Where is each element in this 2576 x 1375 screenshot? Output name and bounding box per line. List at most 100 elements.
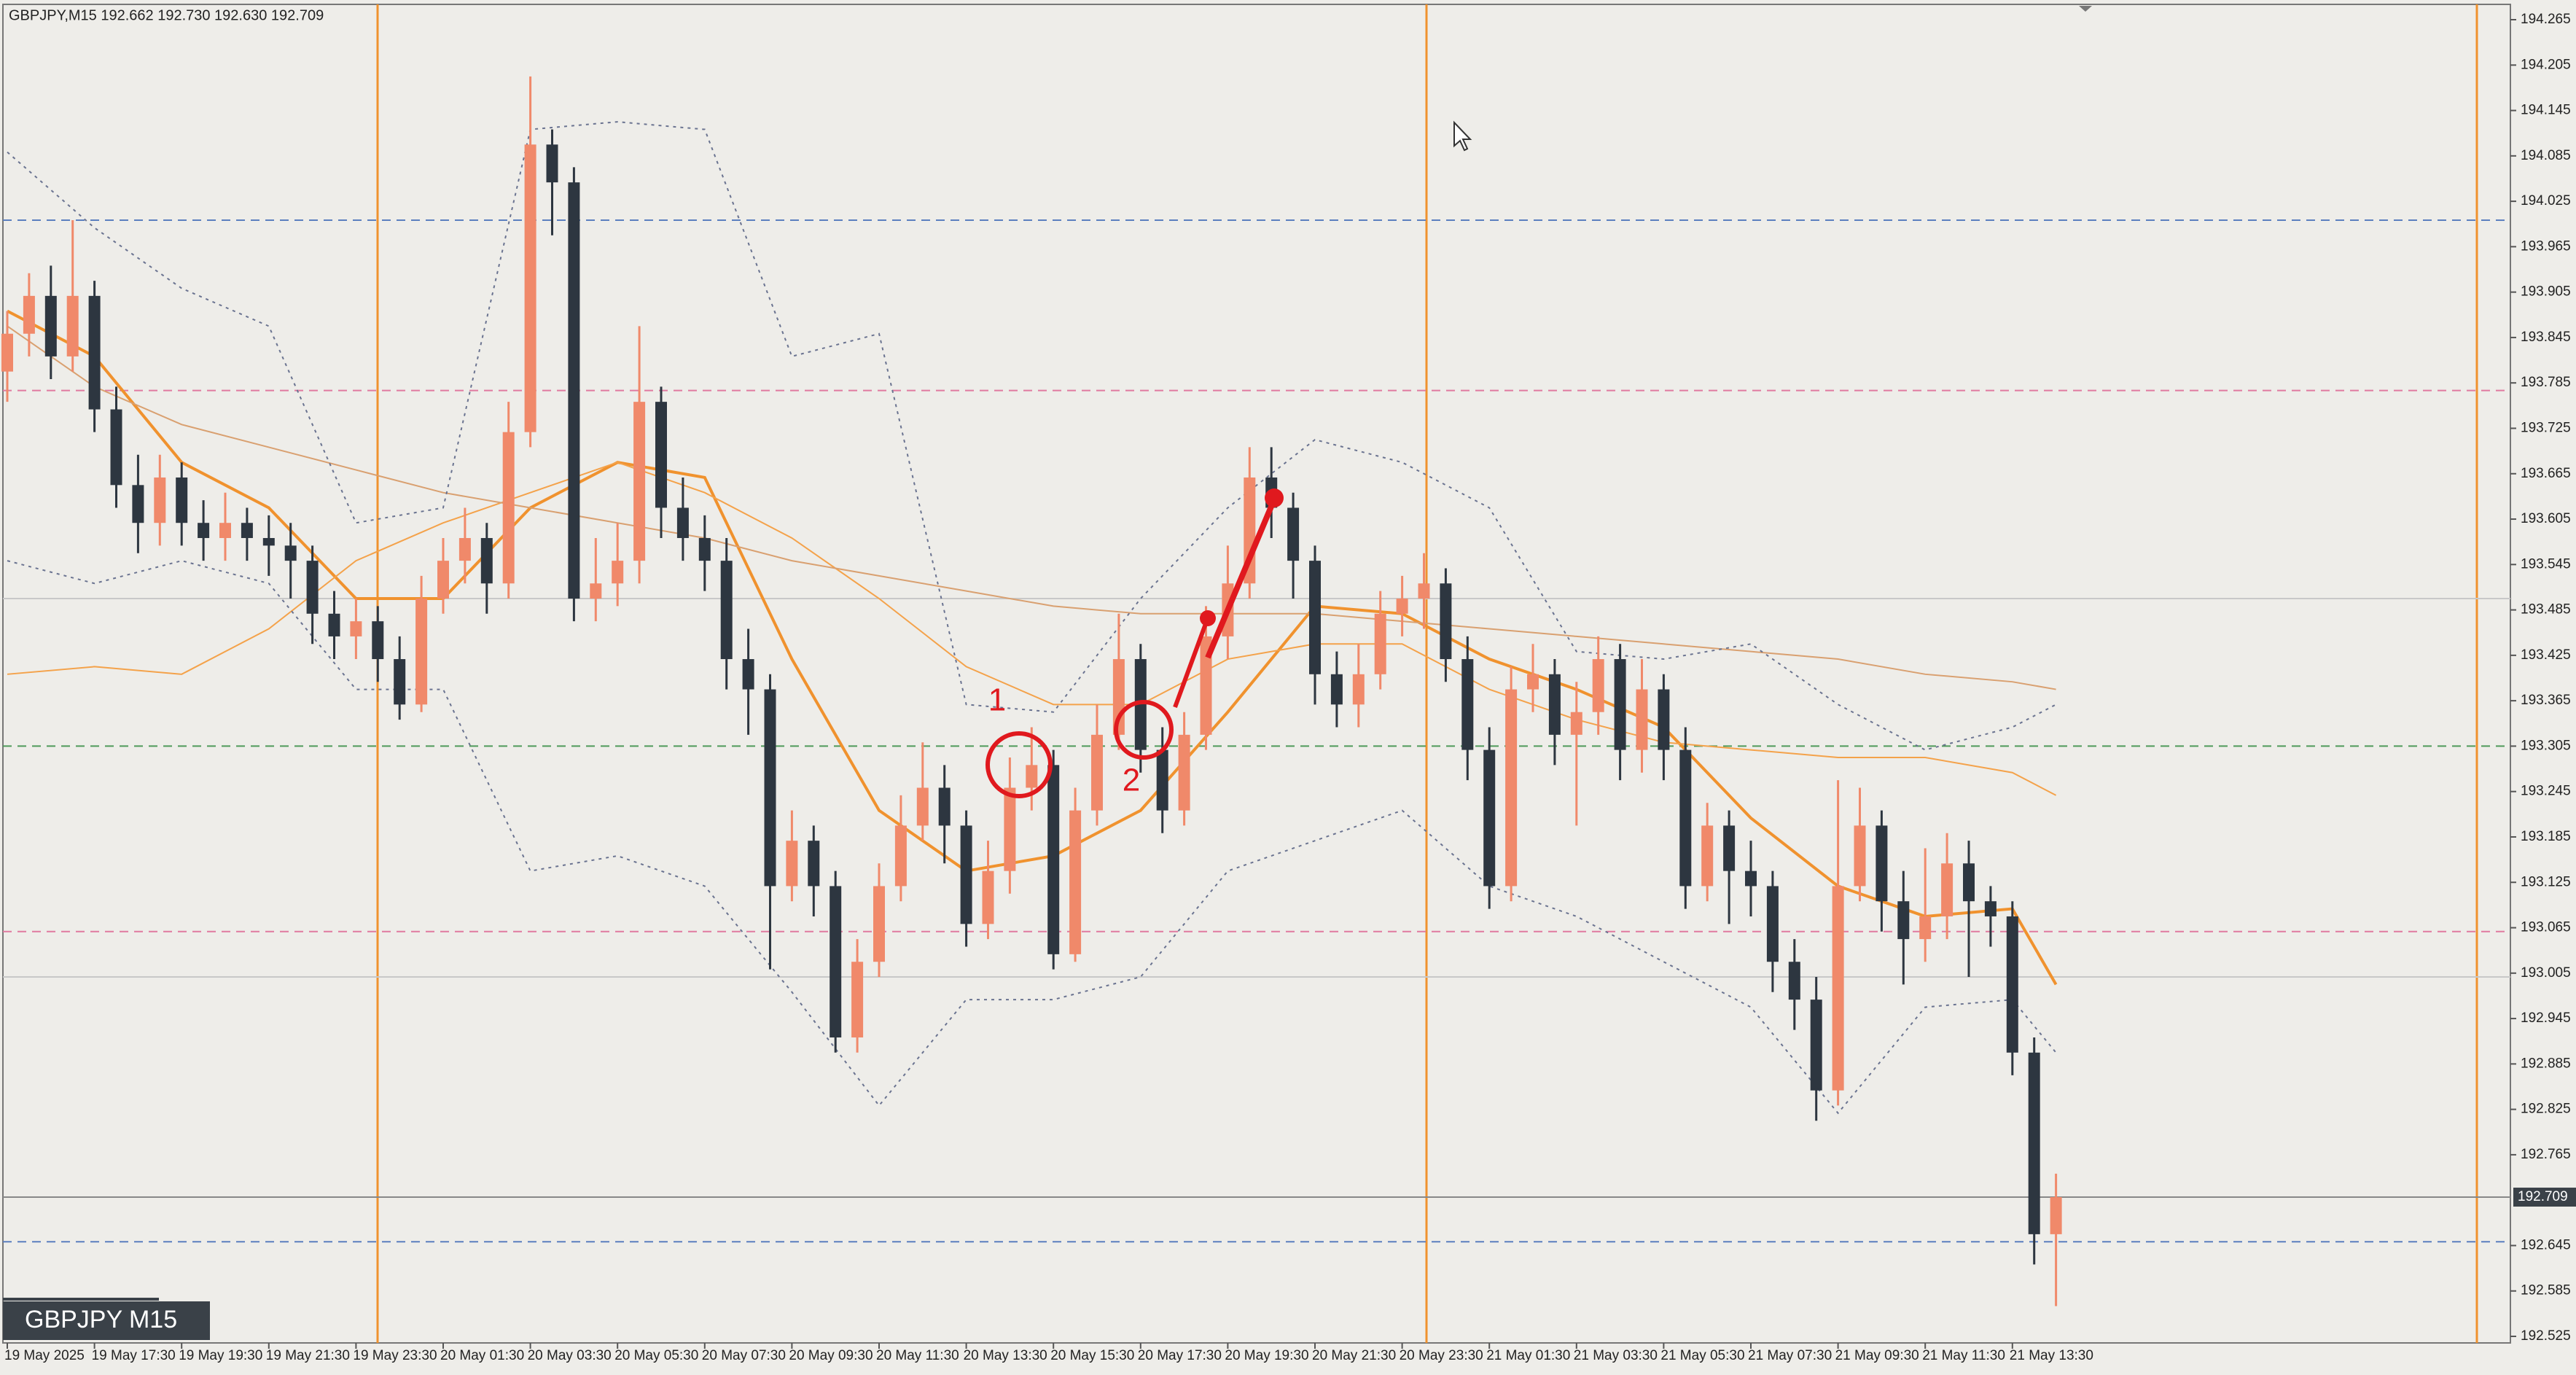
candle-body — [633, 402, 646, 561]
y-tick-label: 194.205 — [2521, 57, 2571, 72]
candle-body — [851, 962, 864, 1038]
candle-body — [1876, 825, 1888, 902]
x-tick-label: 21 May 13:30 — [2010, 1348, 2093, 1363]
y-tick-label: 193.665 — [2521, 466, 2571, 481]
y-tick-label: 193.605 — [2521, 511, 2571, 526]
candle-body — [2050, 1197, 2062, 1234]
candle-body — [1026, 765, 1038, 788]
x-tick-label: 20 May 09:30 — [789, 1348, 873, 1363]
x-tick-label: 21 May 09:30 — [1835, 1348, 1919, 1363]
indicator-line — [7, 461, 2057, 796]
highlight-circle — [1114, 700, 1174, 760]
y-tick-label: 192.525 — [2521, 1328, 2571, 1344]
candle-body — [1200, 636, 1212, 735]
symbol-label: GBPJPY M15 — [25, 1306, 177, 1333]
candle-body — [1374, 613, 1386, 674]
candle-body — [612, 561, 624, 584]
x-tick-label: 20 May 17:30 — [1138, 1348, 1222, 1363]
candle-body — [1396, 599, 1408, 614]
candle-body — [176, 477, 188, 523]
y-tick-label: 192.945 — [2521, 1010, 2571, 1026]
y-tick-label: 193.965 — [2521, 238, 2571, 254]
candle-body — [328, 613, 340, 636]
x-tick-label: 20 May 23:30 — [1400, 1348, 1483, 1363]
candle-body — [1658, 689, 1670, 750]
candle-body — [1941, 863, 1954, 916]
candle-body — [1679, 749, 1692, 887]
indicator-line — [7, 325, 2056, 690]
x-tick-label: 20 May 11:30 — [876, 1348, 959, 1363]
candle-body — [23, 295, 35, 334]
candle-body — [568, 182, 580, 599]
candle-body — [808, 841, 820, 887]
candle-body — [1766, 886, 1779, 962]
candle-body — [1810, 1000, 1822, 1091]
y-tick-label: 193.365 — [2521, 693, 2571, 708]
y-tick-label: 193.185 — [2521, 829, 2571, 844]
header: GBPJPY,M15 192.662 192.730 192.630 192.7… — [9, 7, 324, 23]
candle-body — [1352, 674, 1365, 705]
x-tick-label: 21 May 05:30 — [1660, 1348, 1744, 1363]
candle-body — [1440, 583, 1452, 660]
y-tick-label: 193.305 — [2521, 738, 2571, 753]
arrow-head — [1265, 488, 1284, 507]
candle-body — [2006, 916, 2018, 1053]
y-tick-label: 193.125 — [2521, 874, 2571, 889]
candle-body — [894, 825, 907, 887]
candle-body — [1919, 916, 1932, 940]
arrow — [1173, 620, 1209, 709]
candle-body — [873, 886, 885, 962]
cursor — [1453, 120, 1472, 152]
candle-body — [132, 485, 144, 523]
x-tick-label: 20 May 13:30 — [964, 1348, 1047, 1363]
candle-body — [1178, 734, 1190, 811]
candle-body — [1309, 561, 1321, 674]
candle-body — [938, 787, 951, 826]
price-tag — [2513, 1188, 2576, 1207]
y-tick-label: 193.905 — [2521, 284, 2571, 300]
candle-body — [742, 659, 754, 690]
x-tick-label: 21 May 03:30 — [1574, 1348, 1658, 1363]
candle-body — [110, 409, 122, 486]
candle-body — [720, 561, 733, 660]
candle-body — [1636, 689, 1648, 750]
indicator-line — [7, 121, 2057, 751]
x-tick-label: 20 May 15:30 — [1050, 1348, 1134, 1363]
y-tick-label: 193.485 — [2521, 602, 2571, 618]
candle-body — [350, 621, 362, 636]
candle-body — [1091, 734, 1103, 811]
y-tick-label: 194.085 — [2521, 148, 2571, 163]
candle-body — [458, 537, 471, 561]
candle-body — [1156, 749, 1168, 811]
candle-body — [1287, 507, 1300, 561]
y-tick-label: 194.025 — [2521, 193, 2571, 209]
arrow-head — [1200, 610, 1216, 626]
x-tick-label: 19 May 2025 — [4, 1348, 85, 1363]
candle-body — [1483, 749, 1496, 887]
y-tick-label: 192.585 — [2521, 1283, 2571, 1298]
y-tick-label: 192.885 — [2521, 1056, 2571, 1071]
candle-body — [2028, 1052, 2040, 1234]
candle-body — [1592, 659, 1604, 712]
y-tick-label: 194.265 — [2521, 12, 2571, 27]
candle-body — [306, 561, 319, 614]
candle-body — [830, 886, 842, 1038]
candle-body — [1418, 583, 1430, 599]
y-tick-label: 193.245 — [2521, 784, 2571, 799]
candle-body — [66, 295, 79, 357]
y-tick-label: 192.825 — [2521, 1102, 2571, 1117]
candle-body — [480, 537, 493, 584]
candle-body — [437, 561, 449, 599]
candle-body — [524, 144, 536, 432]
candle-body — [241, 523, 253, 538]
candle-body — [394, 659, 406, 705]
x-tick-label: 19 May 17:30 — [92, 1348, 176, 1363]
x-tick-label: 19 May 23:30 — [353, 1348, 437, 1363]
candle-body — [1134, 659, 1147, 750]
x-tick-label: 20 May 07:30 — [702, 1348, 786, 1363]
annotation-label: 1 — [988, 682, 1006, 718]
candle-body — [1984, 901, 1997, 916]
candle-body — [1461, 659, 1474, 750]
